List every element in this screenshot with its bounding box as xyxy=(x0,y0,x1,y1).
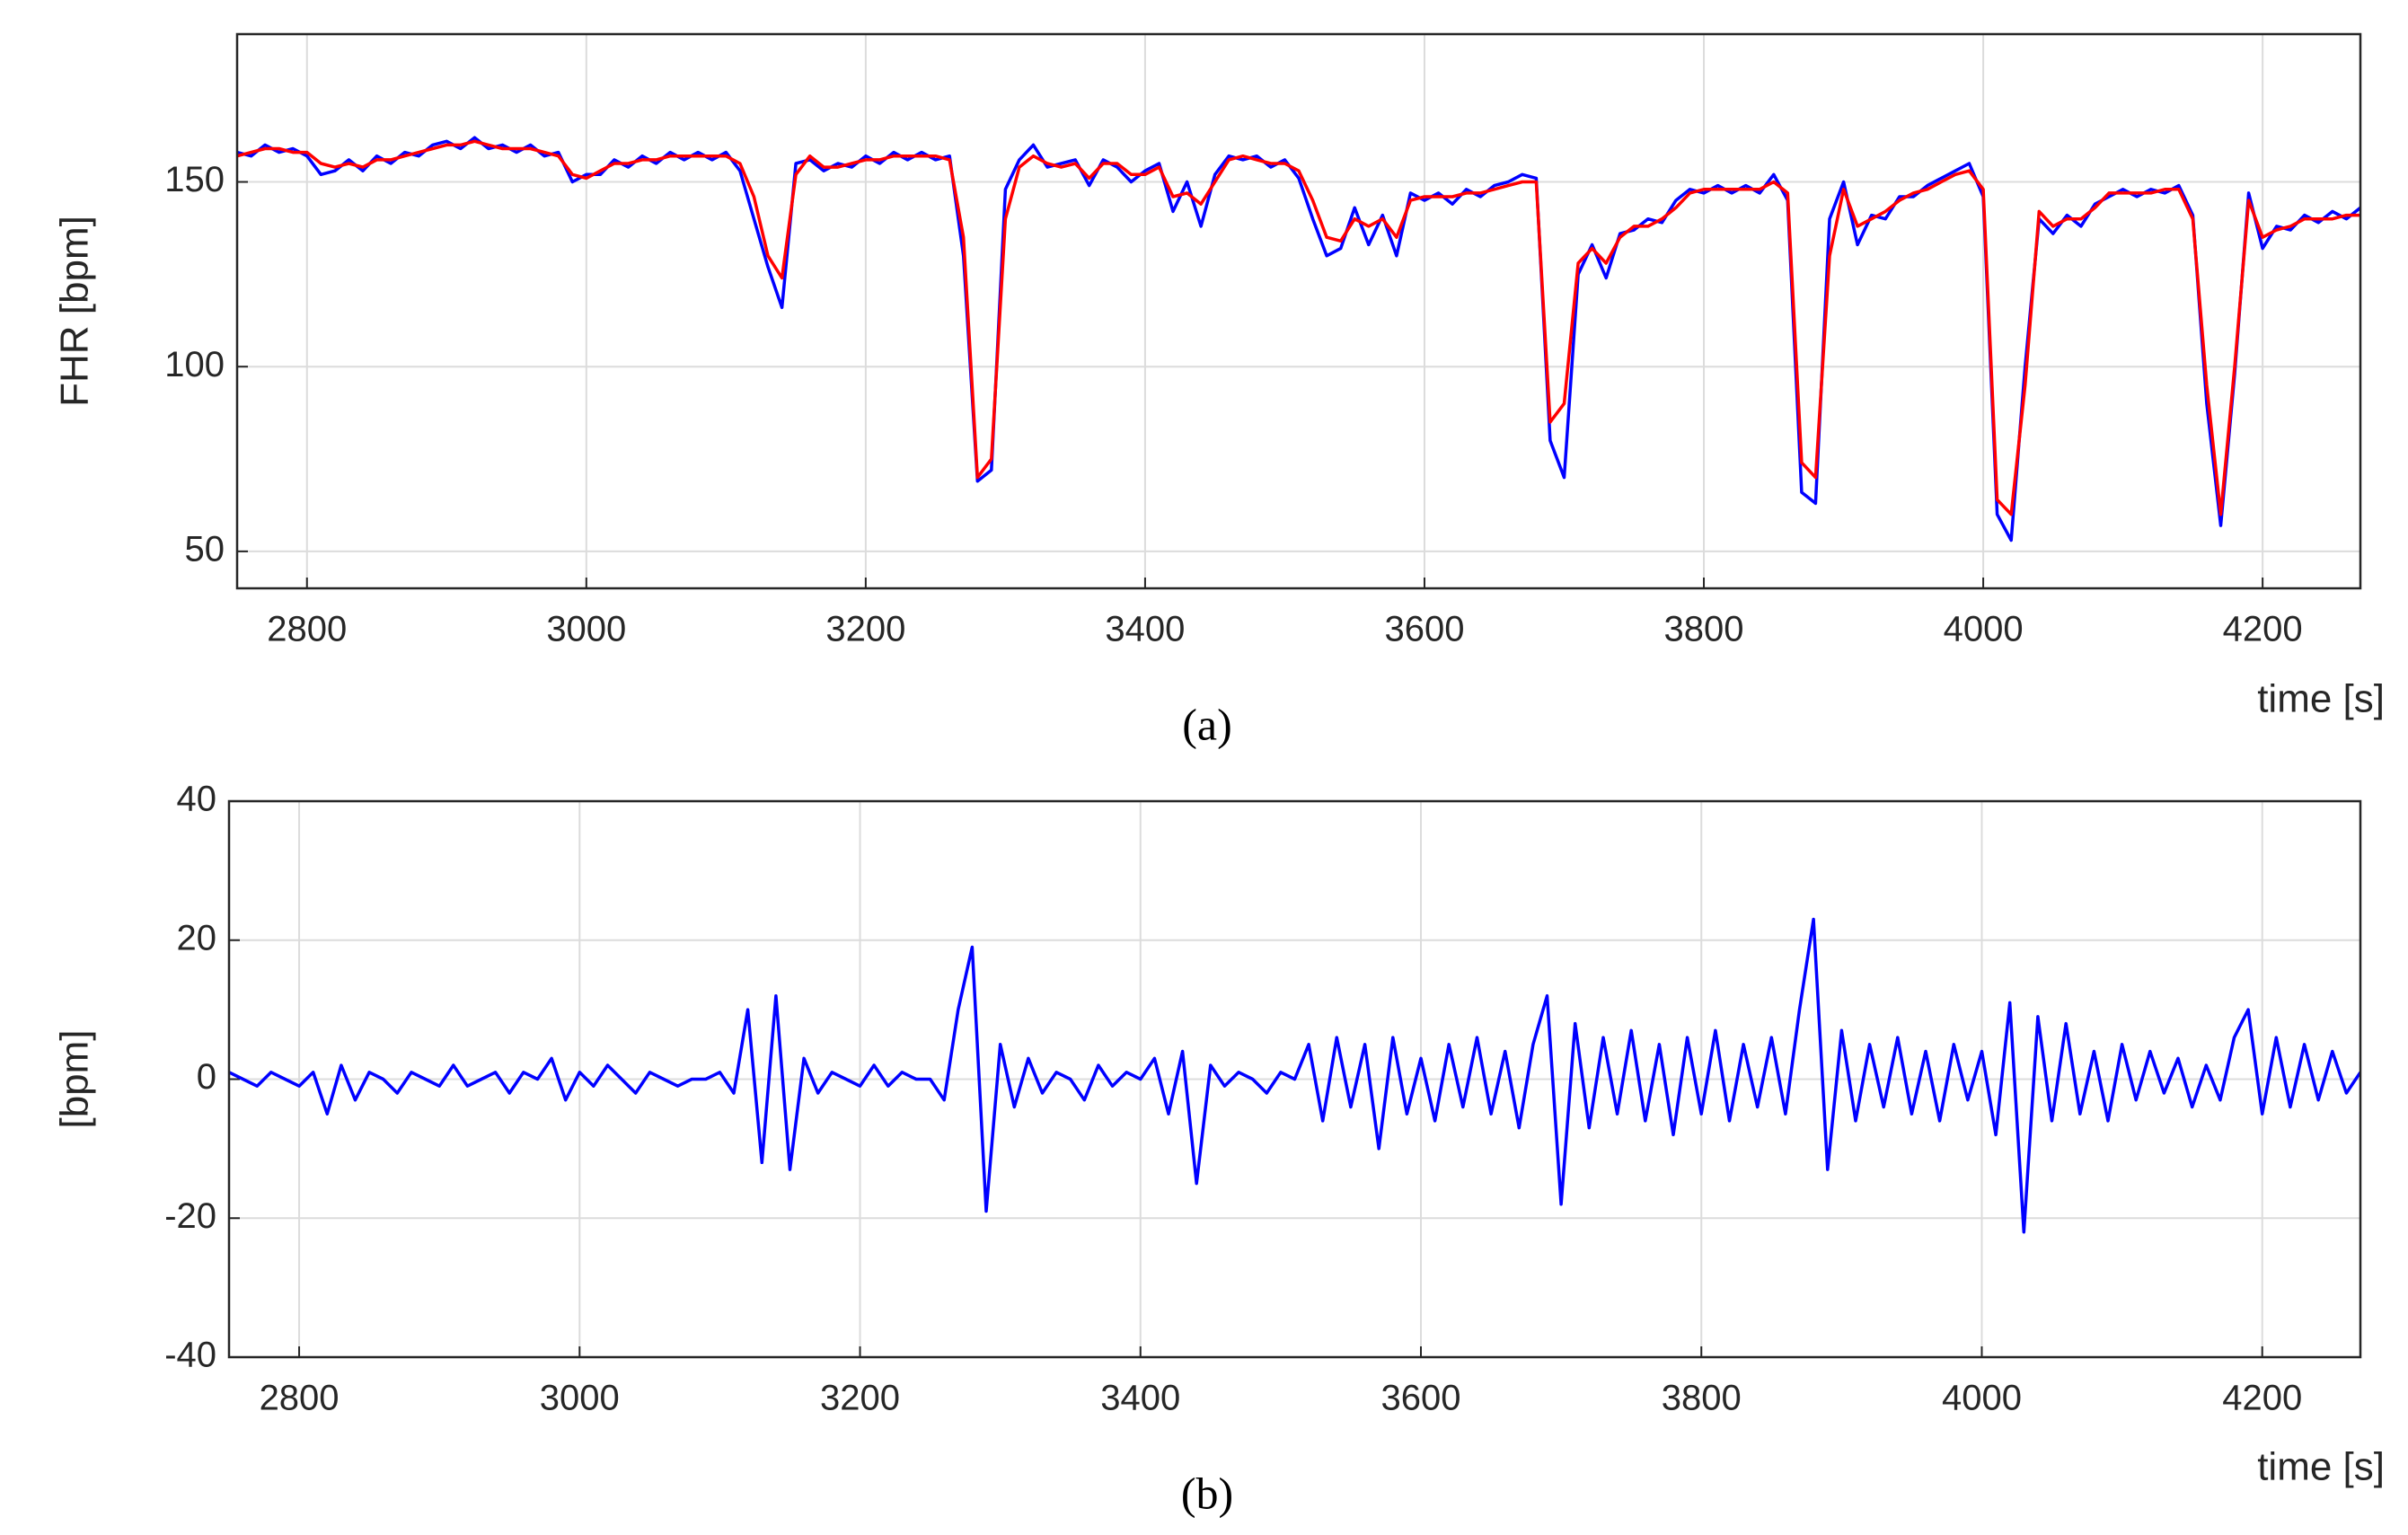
y-axis-label: FHR [bpm] xyxy=(53,216,97,407)
caption: (b) xyxy=(1181,1468,1233,1518)
x-tick-label: 3600 xyxy=(1381,1379,1461,1418)
y-tick-label: 50 xyxy=(185,529,225,569)
y-tick-label: 150 xyxy=(164,160,225,199)
x-tick-label: 3600 xyxy=(1384,610,1464,649)
y-tick-label: 20 xyxy=(177,918,217,957)
x-tick-label: 3400 xyxy=(1100,1379,1180,1418)
x-tick-label: 2800 xyxy=(260,1379,340,1418)
caption: (a) xyxy=(1182,699,1232,749)
x-tick-label: 3400 xyxy=(1105,610,1185,649)
data-line xyxy=(237,136,2360,543)
y-tick-label: -40 xyxy=(164,1336,216,1375)
x-tick-label: 3800 xyxy=(1664,610,1744,649)
y-tick-label: -20 xyxy=(164,1196,216,1236)
x-axis-label: time [s] xyxy=(2257,1445,2385,1489)
data-line xyxy=(229,917,2360,1234)
x-tick-label: 4200 xyxy=(2222,1379,2302,1418)
y-axis-label: [bpm] xyxy=(53,1029,97,1128)
data-line xyxy=(237,139,2360,516)
x-tick-label: 4200 xyxy=(2223,610,2303,649)
x-tick-label: 3000 xyxy=(546,610,626,649)
axes-frame xyxy=(235,32,2362,590)
x-tick-label: 3200 xyxy=(820,1379,900,1418)
axes-frame xyxy=(227,799,2362,1359)
x-tick-label: 3800 xyxy=(1662,1379,1742,1418)
y-tick-label: 40 xyxy=(177,780,217,819)
x-tick-label: 2800 xyxy=(267,610,347,649)
y-tick-label: 100 xyxy=(164,345,225,384)
x-tick-label: 4000 xyxy=(1942,1379,2022,1418)
x-tick-label: 3000 xyxy=(540,1379,620,1418)
x-tick-label: 3200 xyxy=(825,610,905,649)
x-axis-label: time [s] xyxy=(2257,677,2385,721)
y-tick-label: 0 xyxy=(197,1057,216,1097)
x-tick-label: 4000 xyxy=(1944,610,2024,649)
